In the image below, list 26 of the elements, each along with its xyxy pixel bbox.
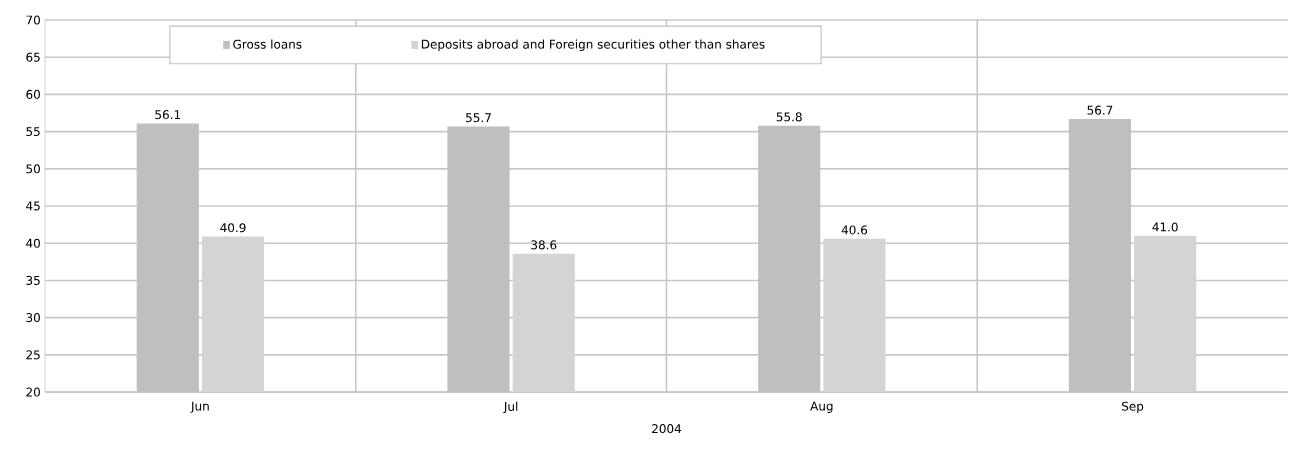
- data-label: 40.9: [220, 223, 246, 233]
- y-tick-label: 45: [26, 201, 40, 211]
- x-axis-title: 2004: [652, 424, 682, 434]
- legend-label: Gross loans: [233, 39, 302, 49]
- y-tick-label: 50: [26, 164, 40, 174]
- x-tick-label: Aug: [810, 401, 833, 413]
- data-label: 56.1: [155, 110, 181, 120]
- y-tick-label: 60: [26, 89, 40, 99]
- y-tick-label: 40: [26, 238, 40, 248]
- data-label: 40.6: [841, 225, 868, 235]
- y-tick-label: 25: [26, 350, 40, 360]
- x-tick-label: Jun: [190, 401, 209, 413]
- y-tick-label: 20: [26, 387, 40, 397]
- legend-label: Deposits abroad and Foreign securities other than shares: [421, 39, 765, 52]
- data-label: 55.7: [466, 113, 491, 123]
- data-label: 41.0: [1152, 222, 1178, 232]
- data-label: 55.8: [776, 112, 802, 122]
- y-tick-label: 55: [26, 127, 40, 137]
- y-tick-label: 65: [26, 52, 40, 62]
- x-tick-label: Sep: [1122, 401, 1144, 414]
- x-tick-label: Jul: [503, 401, 518, 414]
- data-label: 38.6: [531, 240, 557, 250]
- y-tick-label: 70: [26, 15, 40, 25]
- y-tick-label: 35: [26, 275, 40, 285]
- data-label: 56.7: [1087, 105, 1113, 115]
- y-tick-label: 30: [26, 313, 40, 323]
